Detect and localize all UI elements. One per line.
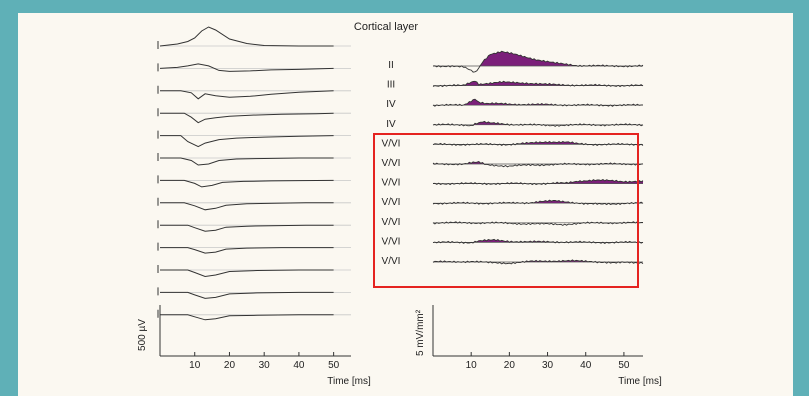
right-sink-fill: [433, 51, 643, 66]
right-trace: [432, 199, 644, 206]
layer-label: V/VI: [382, 178, 401, 189]
right-x-tick-label: 20: [504, 360, 516, 371]
left-trace: [160, 135, 334, 148]
right-x-axis-title: Time [ms]: [618, 376, 662, 387]
right-trace: [432, 98, 644, 107]
layer-label: IV: [386, 99, 396, 110]
left-chart: 10 20 30 40 50: [157, 26, 351, 371]
left-x-tick-label: 20: [224, 360, 236, 371]
right-chart-title: Cortical layer: [354, 21, 419, 33]
left-x-axis-title: Time [ms]: [327, 376, 371, 387]
right-trace: [432, 160, 644, 168]
right-trace: [432, 259, 644, 265]
layer-label: III: [387, 80, 395, 91]
left-trace: [159, 26, 334, 47]
left-trace: [160, 269, 334, 278]
right-sink-fill: [433, 179, 643, 184]
left-x-tick-label: 50: [328, 360, 340, 371]
left-trace: [159, 63, 334, 72]
right-trace: [432, 50, 644, 73]
left-trace: [160, 179, 334, 188]
figure-panel: 10 20 30 40 50 II III IV IV V/VI V/VI V/VI V/VI V/VI…: [18, 13, 793, 396]
left-trace: [160, 112, 334, 124]
layer-label: IV: [386, 119, 396, 130]
right-x-tick-label: 50: [618, 360, 630, 371]
highlight-box: [373, 133, 639, 288]
right-trace: [432, 238, 644, 245]
right-trace: [432, 221, 644, 226]
right-y-scale-label: 5 mV/mm²: [415, 309, 426, 356]
left-trace: [160, 247, 334, 254]
layer-label: V/VI: [382, 197, 401, 208]
layer-label: V/VI: [382, 236, 401, 247]
right-sink-fill: [433, 81, 643, 86]
chart-canvas: 10 20 30 40 50 IIIIIIVIVV/VIV/VIV/VIV/VIV/VI…: [137, 21, 662, 387]
right-x-tick-label: 10: [466, 360, 478, 371]
layer-label: V/VI: [382, 138, 401, 149]
right-trace: [432, 140, 644, 147]
right-trace: [432, 80, 644, 88]
left-x-tick-label: 10: [189, 360, 201, 371]
layer-label: V/VI: [382, 158, 401, 169]
left-trace: [160, 224, 334, 232]
right-trace: [432, 178, 644, 186]
left-trace: [160, 90, 334, 100]
right-x-tick-label: 30: [542, 360, 554, 371]
layer-label: V/VI: [382, 217, 401, 228]
layer-label: V/VI: [382, 256, 401, 267]
layer-label: II: [388, 60, 394, 71]
right-trace: [432, 120, 644, 127]
left-trace: [160, 202, 334, 211]
left-trace: [160, 157, 334, 166]
right-x-tick-label: 40: [580, 360, 592, 371]
left-y-scale-label: 500 µV: [137, 319, 148, 351]
left-x-tick-label: 30: [259, 360, 271, 371]
left-x-tick-label: 40: [293, 360, 305, 371]
left-trace: [160, 314, 334, 321]
left-trace: [160, 291, 334, 299]
right-sink-fill: [433, 239, 643, 243]
